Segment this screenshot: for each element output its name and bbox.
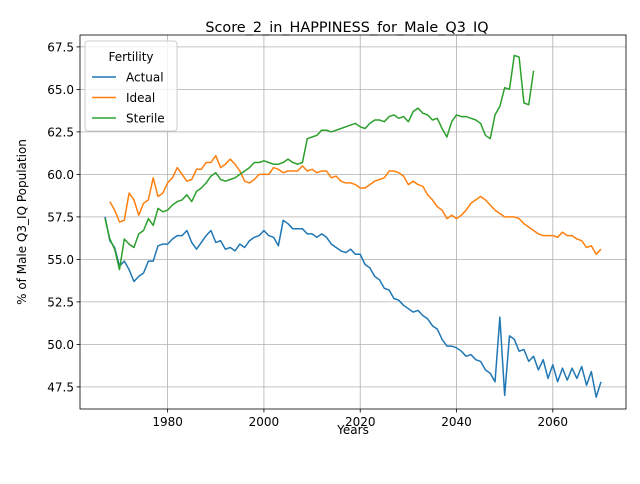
x-tick-label: 2040 bbox=[441, 415, 472, 429]
series-lines bbox=[104, 54, 602, 398]
legend-items: Actual Ideal Sterile bbox=[92, 71, 165, 126]
y-tick-label: 57.5 bbox=[47, 210, 74, 224]
plot-area-frame bbox=[79, 34, 627, 410]
legend-label: Sterile bbox=[126, 112, 165, 126]
series-line-actual bbox=[104, 216, 602, 398]
y-tick-label: 50.0 bbox=[47, 338, 74, 352]
y-tick-label: 62.5 bbox=[47, 125, 74, 139]
legend: Fertility Actual Ideal Sterile bbox=[84, 40, 178, 132]
series-line-ideal bbox=[109, 154, 602, 256]
legend-title: Fertility bbox=[108, 50, 153, 64]
y-axis-label: % of Male Q3_IQ Population bbox=[15, 139, 29, 305]
y-tick-label: 55.0 bbox=[47, 253, 74, 267]
y-tick-label: 67.5 bbox=[47, 40, 74, 54]
series-line-sterile bbox=[104, 54, 535, 271]
y-tick-label: 65.0 bbox=[47, 83, 74, 97]
chart-title: Score_2_in_HAPPINESS_for_Male_Q3_IQ bbox=[205, 20, 488, 36]
x-axis-label: Years bbox=[336, 423, 369, 437]
y-tick-label: 47.5 bbox=[47, 380, 74, 394]
gridlines bbox=[80, 35, 626, 409]
x-tick-label: 2020 bbox=[345, 415, 376, 429]
y-axis-ticks: 47.5 50.0 52.5 55.0 57.5 60.0 62.5 65.0 67.5 bbox=[47, 40, 80, 394]
legend-box bbox=[84, 40, 178, 132]
y-tick-label: 60.0 bbox=[47, 168, 74, 182]
legend-label: Ideal bbox=[126, 91, 155, 105]
x-axis-ticks: 1980 2000 2020 2040 2060 bbox=[152, 409, 568, 429]
x-tick-label: 2060 bbox=[538, 415, 569, 429]
x-tick-label: 1980 bbox=[152, 415, 183, 429]
legend-label: Actual bbox=[126, 71, 164, 85]
y-tick-label: 52.5 bbox=[47, 295, 74, 309]
x-tick-label: 2000 bbox=[249, 415, 280, 429]
